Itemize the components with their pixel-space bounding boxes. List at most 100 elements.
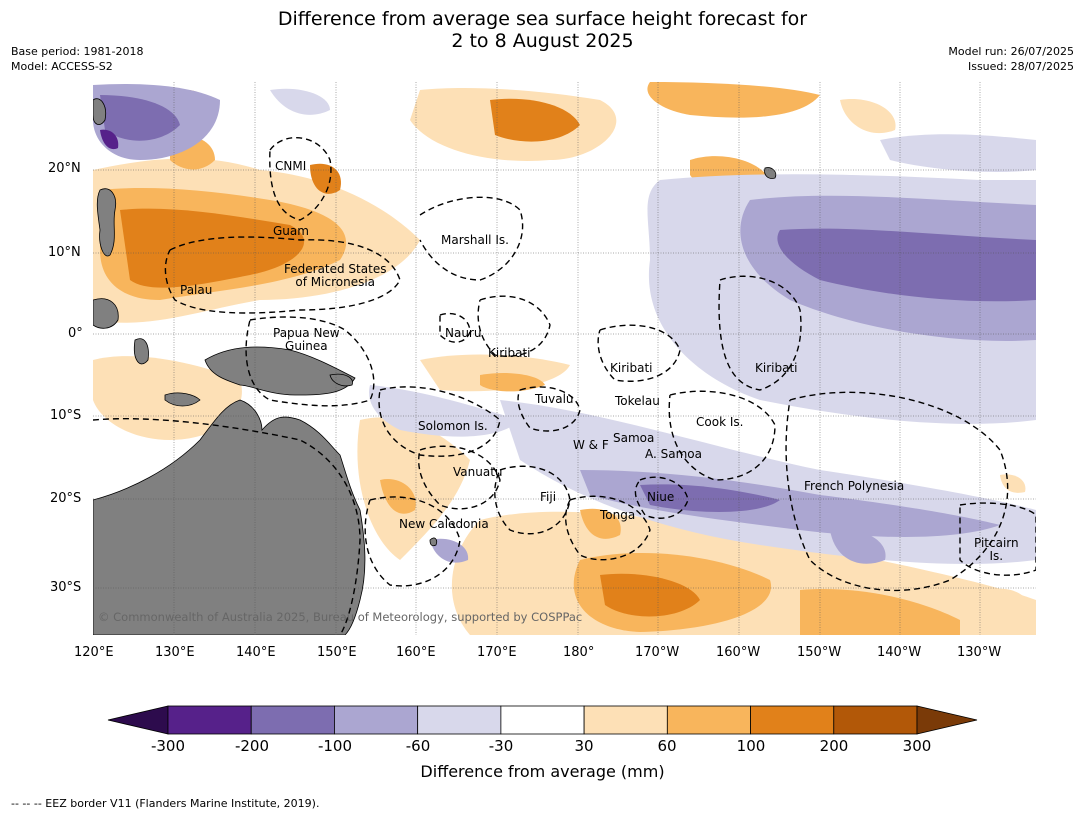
lon-tick: 140°E	[236, 645, 276, 660]
colorbar-tick: 200	[819, 737, 849, 755]
meta-left: Base period: 1981-2018 Model: ACCESS-S2	[11, 44, 143, 74]
eez-nauru	[439, 312, 471, 343]
label-american-samoa: A. Samoa	[645, 447, 702, 461]
label-french-polynesia: French Polynesia	[804, 479, 905, 493]
label-solomon: Solomon Is.	[418, 419, 488, 433]
new-britain	[329, 373, 353, 387]
colorbar-swatch	[167, 705, 252, 735]
orange-fp	[1000, 474, 1026, 493]
eez-png	[245, 316, 375, 407]
colorbar-swatch	[500, 705, 585, 735]
title-line-1: Difference from average sea surface heig…	[277, 8, 808, 30]
colorbar-tick: -100	[317, 737, 353, 755]
negative-anomaly-regions	[93, 83, 1036, 635]
lat-tick: 20°S	[50, 491, 82, 506]
eez-niue	[634, 476, 689, 519]
colorbar-tick: 30	[574, 737, 594, 755]
label-palau: Palau	[180, 283, 213, 297]
lavender-north	[880, 134, 1036, 172]
base-period: Base period: 1981-2018	[11, 45, 144, 58]
eez-tuvalu	[517, 386, 581, 432]
colorbar-tick: -30	[488, 737, 514, 755]
orange-spot-5	[990, 588, 1030, 614]
lon-tick: 170°E	[477, 645, 517, 660]
eez-cook	[668, 390, 776, 481]
colorbar-tick: 60	[657, 737, 677, 755]
australia	[93, 399, 366, 635]
lat-tick: 0°	[68, 326, 83, 341]
colorbar-swatch	[583, 705, 668, 735]
meta-right: Model run: 26/07/2025 Issued: 28/07/2025	[948, 44, 1074, 74]
lon-tick: 130°E	[155, 645, 195, 660]
purple-south-2	[640, 484, 780, 512]
label-new-caledonia: New Caledonia	[399, 517, 489, 531]
title-line-2: 2 to 8 August 2025	[451, 30, 634, 52]
orange-tonga	[580, 508, 621, 539]
orange-se	[800, 589, 960, 635]
lon-tick: 180°	[563, 645, 595, 660]
colorbar-swatch	[666, 705, 751, 735]
eez-pitcairn	[959, 502, 1036, 576]
taiwan	[93, 98, 107, 125]
colorbar-tick: 300	[902, 737, 932, 755]
eez-fsm	[164, 236, 401, 314]
orange-north-2	[490, 98, 580, 142]
label-wallis-futuna: W & F	[573, 438, 609, 452]
lon-tick: 160°E	[396, 645, 436, 660]
orange-south-3	[600, 573, 700, 617]
lon-tick: 140°W	[877, 645, 922, 660]
label-kiribati-east: Kiribati	[755, 361, 798, 375]
orange-kiribati-strip-2	[480, 373, 545, 392]
colorbar-swatch	[833, 705, 918, 735]
colorbar-swatch	[417, 705, 502, 735]
eez-marshall	[419, 196, 524, 281]
colorbar-tick: -200	[234, 737, 270, 755]
purple-east-2	[777, 228, 1036, 302]
lat-tick: 10°S	[50, 408, 82, 423]
label-vanuatu: Vanuatu	[453, 465, 503, 479]
issued-date: Issued: 28/07/2025	[967, 60, 1074, 73]
orange-spot-2	[310, 163, 341, 194]
eez-borders	[93, 136, 1036, 635]
model-run: Model run: 26/07/2025	[948, 45, 1074, 58]
lat-tick: 30°S	[50, 580, 82, 595]
hawaii	[764, 167, 777, 179]
purple-nw-3	[100, 129, 119, 150]
eez-tonga	[564, 495, 651, 561]
label-png: Papua New Guinea	[273, 326, 340, 353]
label-tonga: Tonga	[600, 508, 636, 522]
label-kiribati-central: Kiribati	[610, 361, 653, 375]
lon-tick: 120°E	[74, 645, 114, 660]
lon-tick: 170°W	[635, 645, 680, 660]
colorbar-swatch	[334, 705, 419, 735]
label-guam: Guam	[273, 224, 309, 238]
new-guinea	[204, 346, 356, 396]
label-fsm: Federated States of Micronesia	[284, 262, 387, 289]
eez-australia	[93, 418, 361, 635]
colorbar-tick: -300	[150, 737, 186, 755]
lon-tick: 150°E	[317, 645, 357, 660]
label-cnmi: CNMI	[275, 159, 307, 173]
label-fiji: Fiji	[540, 490, 557, 504]
eez-kiribati-e	[718, 275, 802, 391]
colorbar-arrow-low	[107, 705, 169, 735]
eez-newcal	[364, 496, 461, 587]
lon-tick: 150°W	[797, 645, 842, 660]
philippines	[96, 188, 117, 257]
lavender-solomon	[369, 385, 520, 437]
label-nauru: Nauru	[445, 326, 482, 340]
land-masses	[93, 98, 777, 635]
orange-coral-sea-2	[380, 479, 416, 514]
colorbar-swatches	[107, 705, 978, 735]
eez-kiribati-c	[597, 324, 681, 382]
eez-fiji	[494, 465, 571, 535]
eez-footnote: -- -- -- EEZ border V11 (Flanders Marine…	[11, 797, 320, 810]
orange-spot-4	[840, 99, 896, 134]
colorbar-label: Difference from average (mm)	[420, 762, 665, 781]
nz-north	[429, 537, 438, 547]
colorbar-swatch	[250, 705, 335, 735]
orange-coral-sea	[357, 417, 470, 560]
label-tokelau: Tokelau	[615, 394, 660, 408]
